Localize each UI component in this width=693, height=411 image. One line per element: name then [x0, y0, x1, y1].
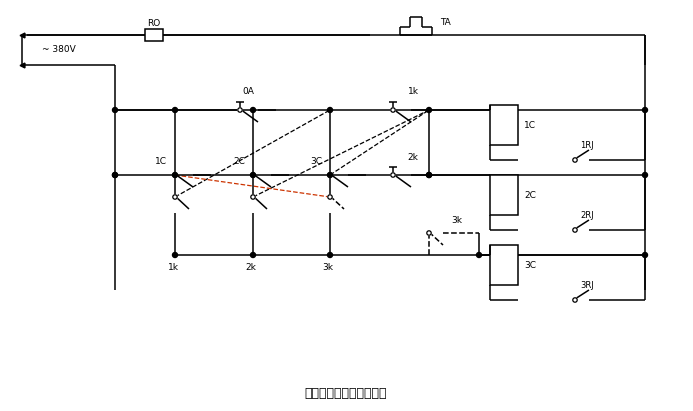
Text: 1C: 1C: [524, 120, 536, 129]
Text: 1k: 1k: [407, 88, 419, 97]
Text: 2k: 2k: [245, 263, 256, 272]
Circle shape: [426, 108, 432, 113]
Bar: [490, 245, 518, 285]
Circle shape: [328, 252, 333, 258]
Text: 2RJ: 2RJ: [580, 212, 594, 220]
Circle shape: [238, 108, 242, 112]
Circle shape: [642, 173, 647, 178]
Text: 1k: 1k: [168, 263, 179, 272]
Circle shape: [173, 173, 177, 178]
Circle shape: [251, 195, 255, 199]
Circle shape: [573, 158, 577, 162]
Text: 0A: 0A: [242, 88, 254, 97]
Text: 1C: 1C: [155, 157, 167, 166]
Text: 2C: 2C: [233, 157, 245, 166]
Text: 3RJ: 3RJ: [580, 282, 594, 291]
Text: 3C: 3C: [310, 157, 322, 166]
Circle shape: [250, 173, 256, 178]
Circle shape: [573, 228, 577, 232]
Circle shape: [112, 173, 118, 178]
Text: 2k: 2k: [407, 152, 419, 162]
Text: 3C: 3C: [524, 261, 536, 270]
Circle shape: [250, 108, 256, 113]
Circle shape: [112, 173, 118, 178]
Text: 3k: 3k: [322, 263, 333, 272]
Circle shape: [328, 108, 333, 113]
Circle shape: [328, 195, 332, 199]
Text: 多台电动机同时起动控制: 多台电动机同时起动控制: [305, 386, 387, 399]
Circle shape: [427, 231, 431, 235]
Bar: [490, 175, 518, 215]
Circle shape: [426, 173, 432, 178]
Bar: [145, 29, 163, 41]
Circle shape: [112, 108, 118, 113]
Circle shape: [391, 108, 395, 112]
Circle shape: [173, 108, 177, 113]
Circle shape: [173, 195, 177, 199]
Text: TA: TA: [440, 18, 450, 28]
Text: 1RJ: 1RJ: [580, 141, 594, 150]
Circle shape: [250, 252, 256, 258]
Text: 3k: 3k: [452, 215, 462, 224]
Circle shape: [251, 173, 255, 177]
Text: RO: RO: [148, 19, 161, 28]
Circle shape: [477, 252, 482, 258]
Text: 2C: 2C: [524, 191, 536, 199]
Circle shape: [642, 252, 647, 258]
Text: ~ 380V: ~ 380V: [42, 46, 76, 55]
Circle shape: [391, 173, 395, 177]
Circle shape: [173, 252, 177, 258]
Circle shape: [573, 298, 577, 302]
Circle shape: [426, 173, 432, 178]
Circle shape: [642, 108, 647, 113]
Circle shape: [173, 173, 177, 177]
Circle shape: [328, 173, 333, 178]
Circle shape: [328, 173, 332, 177]
Bar: [490, 105, 518, 145]
